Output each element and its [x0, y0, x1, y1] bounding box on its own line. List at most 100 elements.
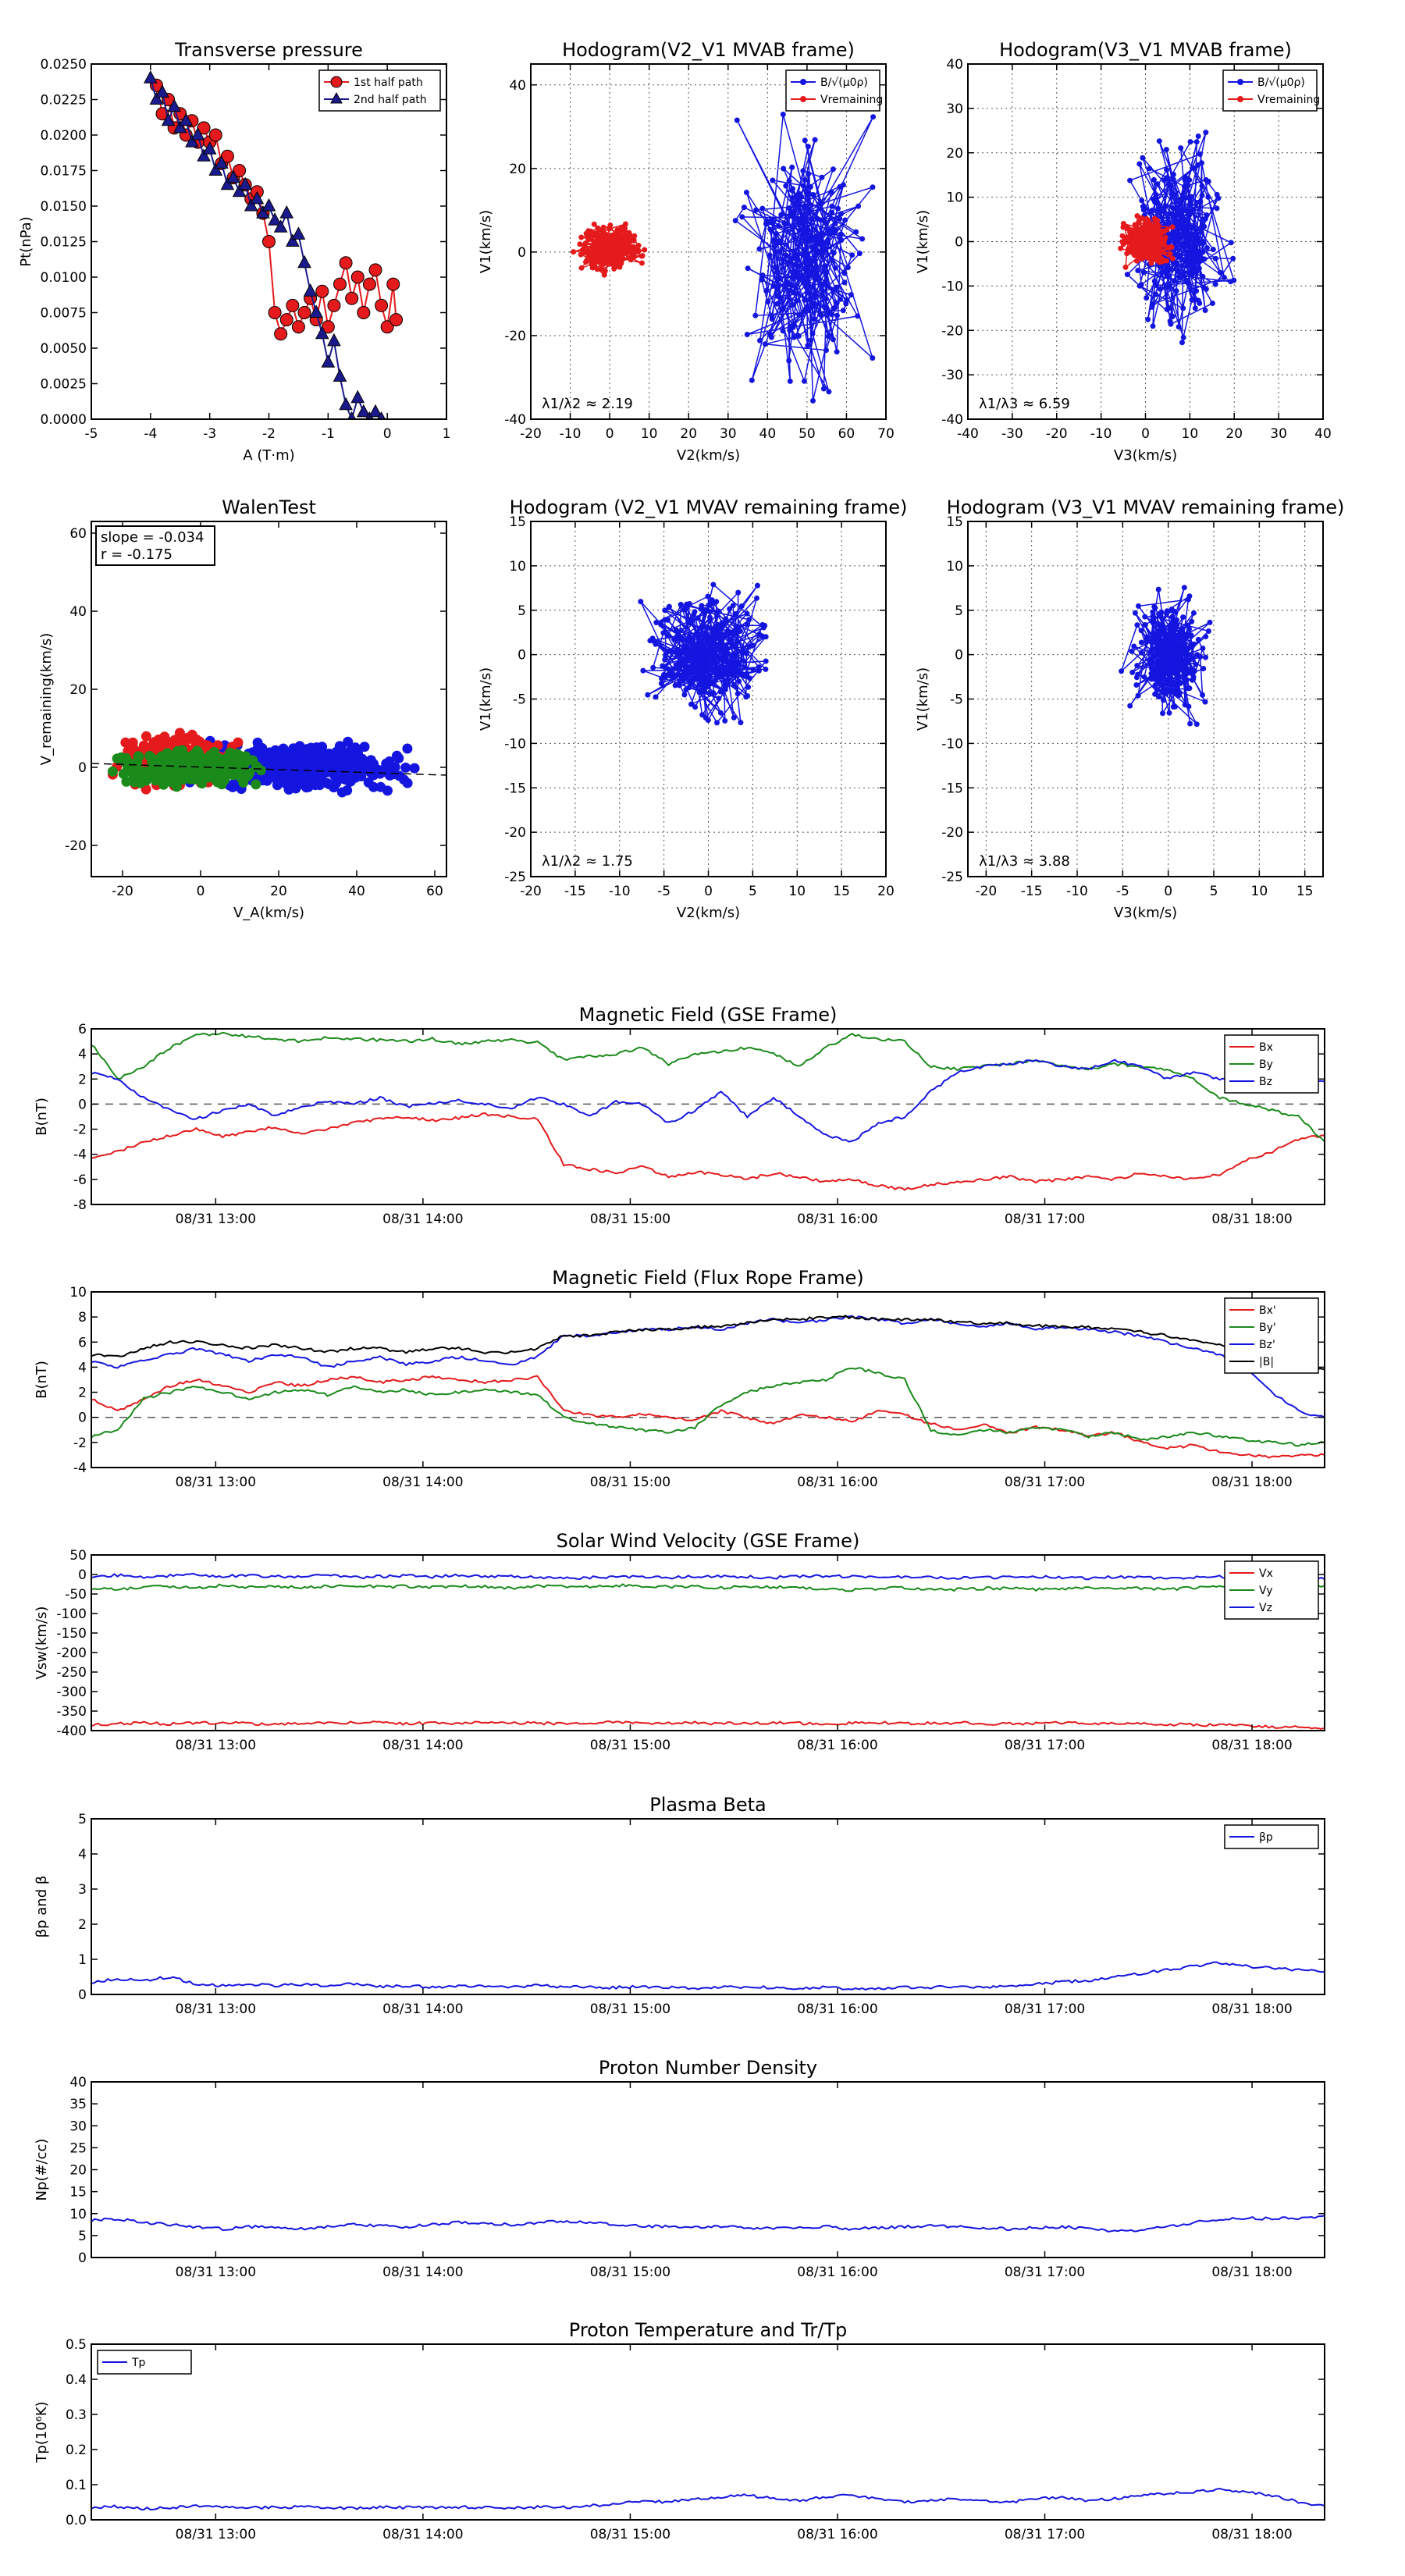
data-point	[759, 205, 766, 212]
data-point	[1154, 243, 1161, 249]
data-point	[1146, 255, 1152, 262]
x-tick-label: 08/31 18:00	[1211, 2001, 1292, 2017]
data-point	[377, 411, 386, 419]
data-point	[1166, 688, 1172, 695]
y-tick-label: 15	[946, 514, 963, 530]
data-point	[755, 582, 760, 589]
data-point	[1146, 246, 1152, 251]
data-point	[679, 637, 685, 643]
data-point	[716, 696, 722, 702]
data-point	[617, 257, 624, 263]
data-point	[802, 297, 808, 303]
data-point	[1168, 244, 1175, 250]
data-point	[757, 337, 763, 343]
data-point	[1183, 635, 1189, 642]
data-point	[262, 235, 276, 248]
data-point	[744, 621, 750, 628]
data-point	[1141, 674, 1147, 680]
annotation-text: λ1/λ2 ≈ 1.75	[542, 853, 633, 870]
data-point	[1127, 703, 1133, 709]
x-axis-label: A (T·m)	[243, 447, 294, 464]
data-point	[822, 263, 828, 269]
data-point	[834, 349, 840, 355]
data-point	[279, 313, 293, 327]
data-point	[571, 249, 577, 255]
data-point	[747, 675, 753, 681]
chart-proton-temperature: Proton Temperature and Tr/Tp 08/31 13:00 0…	[34, 2319, 1325, 2542]
data-point	[1186, 195, 1192, 201]
x-tick-label: 08/31 15:00	[590, 1738, 670, 1753]
x-tick-label: 40	[348, 884, 365, 899]
data-point	[819, 174, 825, 180]
data-point	[837, 183, 843, 190]
data-point	[599, 240, 605, 247]
axes-frame	[91, 1554, 1325, 1731]
data-point	[1169, 614, 1176, 620]
data-point	[598, 232, 604, 238]
y-tick-label: -40	[941, 412, 963, 428]
data-point	[1195, 636, 1201, 642]
data-point	[1155, 207, 1161, 213]
data-point	[735, 628, 742, 635]
data-point	[1169, 235, 1176, 241]
data-point	[1157, 681, 1163, 687]
data-point	[1190, 165, 1197, 171]
series-line-βp	[91, 1961, 1325, 1991]
legend-label: B/√(μ0ρ)	[820, 76, 868, 89]
y-tick-label: 0.0075	[41, 306, 87, 322]
annotation-text: λ1/λ3 ≈ 6.59	[979, 396, 1070, 412]
data-point	[212, 770, 222, 781]
data-point	[1136, 603, 1141, 609]
data-point	[1185, 220, 1191, 226]
data-point	[789, 164, 795, 170]
data-point	[1176, 656, 1183, 663]
data-point	[1179, 243, 1186, 249]
y-tick-label: 0.0200	[41, 128, 87, 144]
data-point	[1198, 224, 1204, 230]
data-point	[800, 183, 806, 189]
data-point	[1217, 269, 1223, 276]
data-point	[1148, 671, 1154, 677]
chart-title: WalenTest	[222, 496, 316, 518]
data-point	[1176, 324, 1182, 330]
data-point	[580, 251, 585, 257]
data-point	[762, 623, 768, 628]
data-point	[653, 620, 660, 625]
data-point	[685, 617, 692, 624]
x-tick-label: 0	[606, 426, 614, 442]
data-point	[695, 615, 701, 621]
data-point	[1165, 220, 1172, 226]
data-point	[273, 219, 288, 233]
data-point	[595, 225, 601, 231]
data-point	[1175, 269, 1181, 275]
data-point	[607, 222, 614, 228]
data-point	[806, 270, 812, 276]
data-point	[678, 602, 684, 608]
x-tick-label: 08/31 17:00	[1005, 1212, 1085, 1227]
data-point	[163, 749, 173, 760]
data-point	[303, 283, 318, 297]
data-point	[219, 774, 230, 785]
x-tick-label: 08/31 17:00	[1005, 2001, 1085, 2017]
data-point	[817, 199, 823, 205]
data-point	[1152, 682, 1158, 688]
series-line-Vx	[91, 1720, 1325, 1730]
data-point	[800, 168, 806, 174]
data-point	[722, 717, 728, 724]
data-point	[1145, 230, 1151, 237]
y-tick-label: -150	[56, 1626, 87, 1642]
data-point	[856, 251, 863, 257]
y-tick-label: 0.0175	[41, 164, 87, 180]
y-tick-label: 40	[946, 57, 963, 73]
x-tick-label: 15	[1297, 884, 1314, 899]
data-point	[297, 254, 311, 269]
data-point	[1168, 653, 1175, 659]
x-tick-label: 08/31 14:00	[382, 2527, 463, 2542]
data-point	[578, 234, 585, 240]
data-point	[685, 670, 692, 676]
data-point	[830, 336, 836, 343]
data-point	[140, 742, 151, 752]
data-point	[690, 637, 696, 643]
data-point	[802, 378, 807, 384]
legend: βp	[1224, 1824, 1319, 1849]
